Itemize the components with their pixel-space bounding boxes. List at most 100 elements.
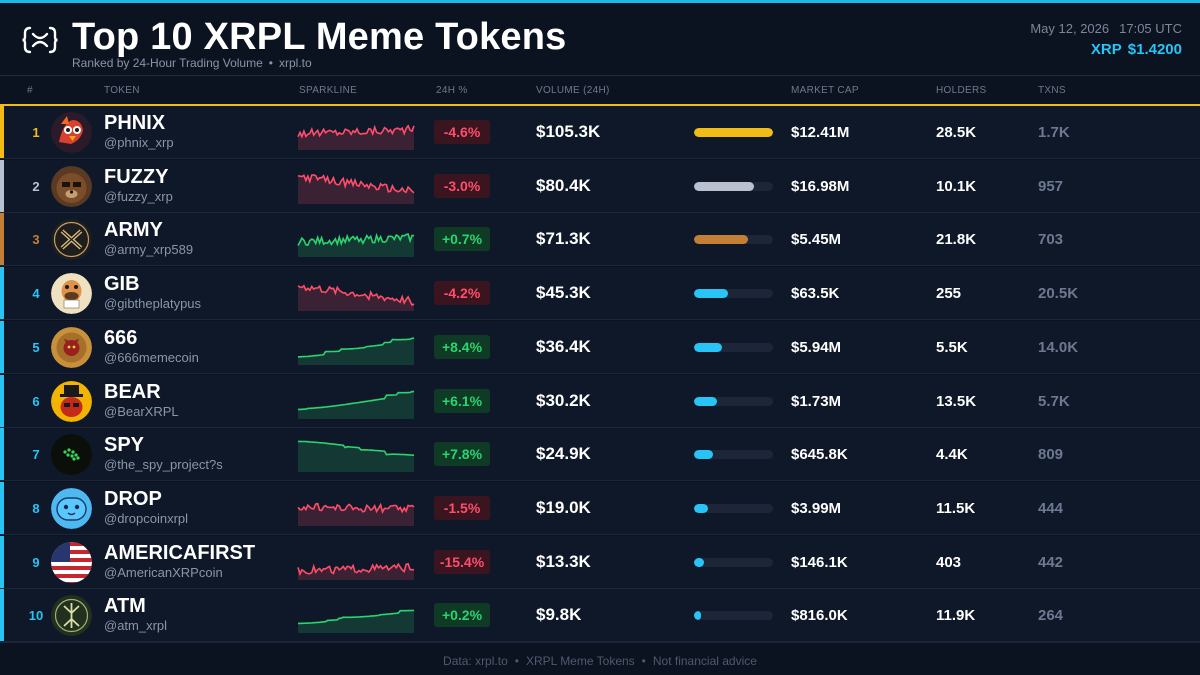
subtitle-text: Ranked by 24-Hour Trading Volume xyxy=(72,56,263,70)
txns-value: 14.0K xyxy=(1038,338,1079,356)
sparkline-chart xyxy=(297,284,415,312)
token-symbol[interactable]: ARMY xyxy=(104,219,163,242)
us-flag-avatar-icon xyxy=(51,541,92,583)
sparkline-chart xyxy=(298,440,415,473)
change-badge: +0.2% xyxy=(434,603,490,628)
change-badge: +0.7% xyxy=(434,227,490,252)
token-symbol[interactable]: AMERICAFIRST xyxy=(104,541,256,564)
table-row[interactable]: 1 PHNIX @phnix_xrp -4.6% $105.3K $12.41M 28.5K… xyxy=(0,106,1200,159)
date-text: May 12, 2026 xyxy=(1030,21,1110,36)
token-symbol[interactable]: DROP xyxy=(104,487,162,510)
token-handle[interactable]: @atm_xrpl xyxy=(104,618,168,634)
holders-value: 403 xyxy=(936,553,962,571)
table-row[interactable]: 6 BEAR @BearXRPL +6.1% $30.2K $1.73M 13.5K 5.7K xyxy=(0,374,1200,428)
col-rank: # xyxy=(27,85,33,96)
sparkline-line xyxy=(297,124,415,139)
market-cap-value: $1.73M xyxy=(791,392,842,410)
token-handle[interactable]: @phnix_xrp xyxy=(104,135,174,150)
col-txns: TXNS xyxy=(1038,85,1066,96)
token-symbol[interactable]: ATM xyxy=(104,595,146,618)
volume-bar xyxy=(694,611,773,621)
token-symbol[interactable]: FUZZY xyxy=(104,165,169,188)
volume-value: $30.2K xyxy=(536,390,591,410)
rank-accent-bar xyxy=(0,106,4,158)
footer-separator: • xyxy=(514,654,519,668)
market-cap-value: $3.99M xyxy=(791,499,842,517)
token-handle[interactable]: @fuzzy_xrp xyxy=(104,188,173,204)
sparkline-area xyxy=(298,285,414,312)
token-handle[interactable]: @the_spy_project?s xyxy=(104,457,223,473)
volume-bar-fill xyxy=(694,396,717,406)
market-cap-value: $816.0K xyxy=(791,607,848,625)
txns-value: 1.7K xyxy=(1038,124,1070,141)
token-handle[interactable]: @dropcoinxrpl xyxy=(104,510,189,526)
bear-face-avatar-icon xyxy=(51,165,92,207)
volume-bar xyxy=(694,557,773,567)
market-cap-value: $16.98M xyxy=(791,177,850,195)
token-symbol[interactable]: PHNIX xyxy=(104,112,166,134)
volume-bar xyxy=(694,396,773,406)
page-subtitle: Ranked by 24-Hour Trading Volume • xrpl.to xyxy=(72,56,312,70)
xrp-price: XRP $1.4200 xyxy=(1091,41,1182,58)
sparkline-chart xyxy=(297,124,415,150)
volume-bar-fill xyxy=(694,503,709,513)
col-volume: VOLUME (24H) xyxy=(536,85,610,96)
sparkline-line xyxy=(298,390,414,410)
volume-bar xyxy=(694,342,773,352)
table-row[interactable]: 8 DROP @dropcoinxrpl -1.5% $19.0K $3.99M 11.5K… xyxy=(0,481,1200,535)
table-row[interactable]: 5 666 @666memecoin +8.4% $36.4K $5.94M 5.5K 14.… xyxy=(0,320,1200,374)
volume-bar xyxy=(694,503,773,513)
volume-bar xyxy=(694,289,773,299)
rank-number: 9 xyxy=(32,554,40,570)
header: Top 10 XRPL Meme Tokens Ranked by 24-Hou… xyxy=(0,3,1200,76)
txns-value: 957 xyxy=(1038,177,1064,195)
change-badge: -3.0% xyxy=(434,173,490,198)
volume-value: $71.3K xyxy=(536,229,591,249)
market-cap-value: $645.8K xyxy=(791,446,848,464)
top-accent-line xyxy=(0,0,1200,3)
token-handle[interactable]: @gibtheplatypus xyxy=(104,296,202,312)
sparkline-area xyxy=(298,174,414,204)
table-row[interactable]: 10 ATM @atm_xrpl +0.2% $9.8K $816.0K 11.9K 264 xyxy=(0,589,1200,643)
table-row[interactable]: 7 SPY @the_spy_project?s +7.8% $24.9K $645.8K… xyxy=(0,428,1200,482)
token-handle[interactable]: @666memecoin xyxy=(104,349,199,365)
xrpl-logo-icon xyxy=(22,25,58,55)
token-handle[interactable]: @BearXRPL xyxy=(104,403,179,419)
token-symbol[interactable]: GIB xyxy=(104,273,140,296)
sparkline-area xyxy=(298,337,414,365)
table-row[interactable]: 9 AMERICAFIRST @AmericanXRPcoin -15.4% $13.3… xyxy=(0,535,1200,589)
volume-bar-fill xyxy=(694,611,702,621)
sparkline-line xyxy=(297,562,415,576)
change-badge: -1.5% xyxy=(434,495,490,520)
sparkline-area xyxy=(298,441,414,473)
table-row[interactable]: 4 GIB @gibtheplatypus -4.2% $45.3K $63.5K 255 2… xyxy=(0,267,1200,321)
volume-bar-fill xyxy=(694,128,773,137)
token-symbol[interactable]: 666 xyxy=(104,326,138,349)
volume-value: $24.9K xyxy=(536,444,591,464)
sparkline-area xyxy=(298,610,414,634)
volume-bar xyxy=(694,128,773,137)
token-handle[interactable]: @army_xrp589 xyxy=(104,242,194,258)
change-badge: +7.8% xyxy=(434,442,490,467)
table-row[interactable]: 3 ARMY @army_xrp589 +0.7% $71.3K $5.45M 21.8K 7… xyxy=(0,213,1200,267)
sparkline-line xyxy=(297,173,415,194)
blue-drop-face-avatar-icon xyxy=(51,487,92,529)
token-symbol[interactable]: BEAR xyxy=(104,380,161,403)
rank-accent-bar xyxy=(0,428,4,481)
token-symbol[interactable]: SPY xyxy=(104,434,145,457)
col-change: 24H % xyxy=(436,85,468,96)
rank-accent-bar xyxy=(0,589,4,642)
volume-value: $105.3K xyxy=(536,122,601,141)
subtitle-source: xrpl.to xyxy=(278,56,312,70)
txns-value: 444 xyxy=(1038,499,1064,517)
rank-number: 4 xyxy=(32,286,40,302)
change-badge: +8.4% xyxy=(434,334,490,359)
atm-rune-avatar-icon xyxy=(51,595,92,637)
sparkline-chart xyxy=(298,609,415,634)
time-text: 17:05 UTC xyxy=(1119,21,1182,36)
footer-title: XRPL Meme Tokens xyxy=(525,654,635,668)
token-handle[interactable]: @AmericanXRPcoin xyxy=(104,564,223,580)
txns-value: 20.5K xyxy=(1038,285,1079,303)
txns-value: 264 xyxy=(1038,607,1064,625)
table-row[interactable]: 2 FUZZY @fuzzy_xrp -3.0% $80.4K $16.98M 10.1K 9… xyxy=(0,159,1200,213)
